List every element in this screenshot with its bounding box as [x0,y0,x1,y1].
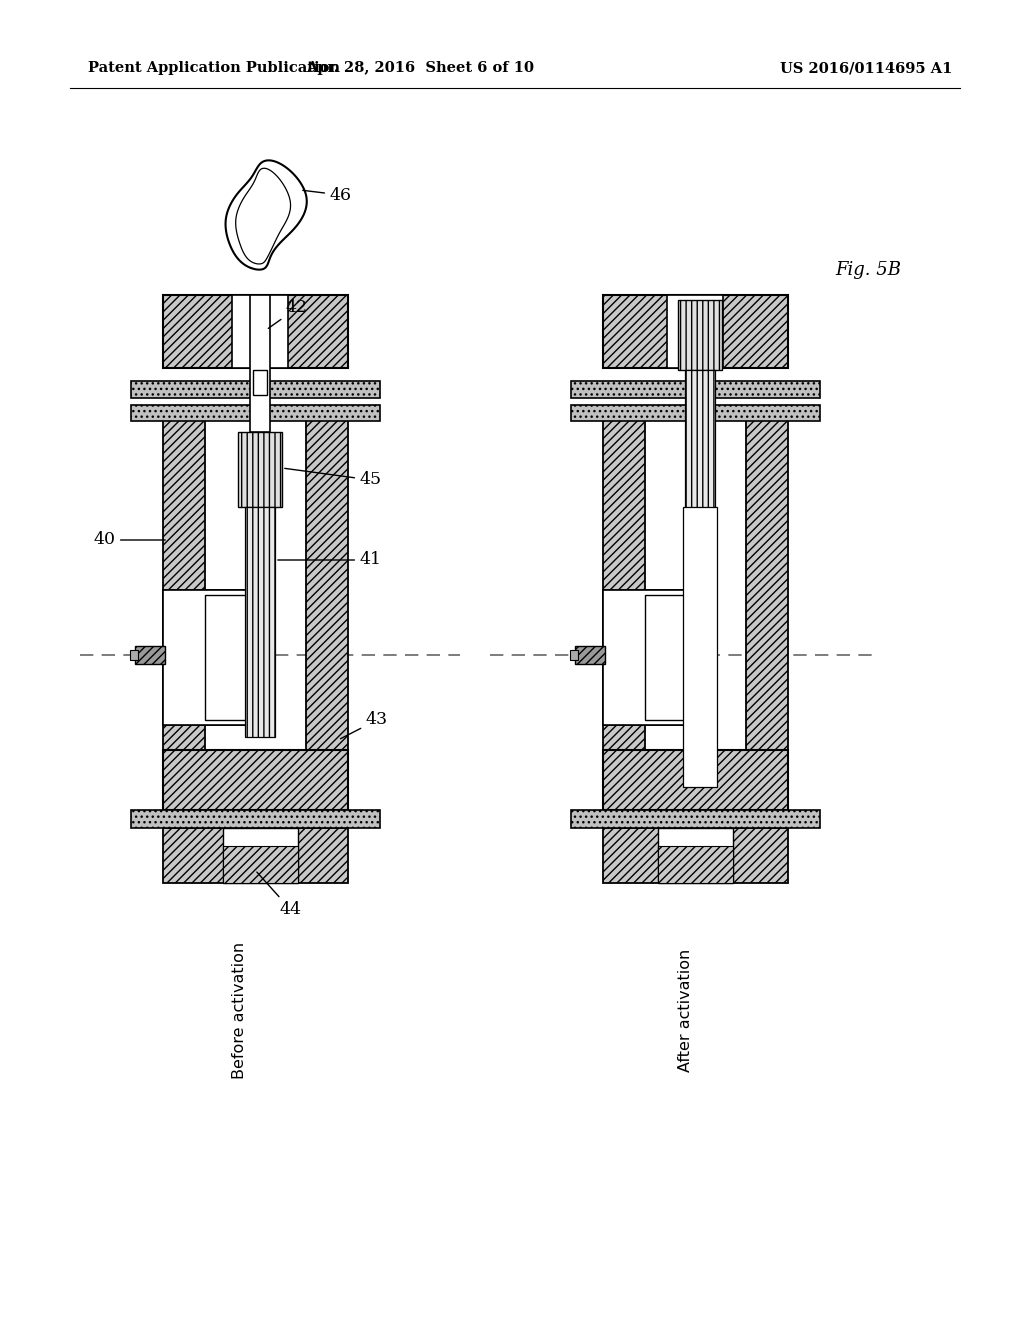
Text: Fig. 5B: Fig. 5B [835,261,901,279]
Bar [603,590,690,725]
Bar [245,507,275,737]
Bar [306,420,348,750]
Text: US 2016/0114695 A1: US 2016/0114695 A1 [780,61,952,75]
Bar [571,381,820,399]
Bar [163,590,250,725]
Bar [667,294,723,368]
Bar [223,828,298,883]
Bar [571,405,820,421]
Bar [603,294,788,368]
Bar [250,294,270,432]
Text: 46: 46 [303,186,352,203]
Text: After activation: After activation [678,948,692,1072]
Bar [131,381,380,399]
Bar [163,590,250,725]
Bar [645,595,690,719]
Bar [135,645,165,664]
Text: 40: 40 [93,532,165,549]
Text: Apr. 28, 2016  Sheet 6 of 10: Apr. 28, 2016 Sheet 6 of 10 [306,61,534,75]
Bar [163,828,348,883]
Text: 44: 44 [257,873,302,919]
Text: 41: 41 [278,552,382,569]
Bar [570,649,578,660]
Bar [678,300,722,370]
Bar [130,649,138,660]
Bar [575,645,605,664]
Bar [683,507,717,787]
Bar [603,590,690,725]
Bar [253,370,267,395]
Bar [603,828,788,883]
Bar [131,810,380,828]
Bar [163,750,348,810]
Bar [685,370,715,610]
Bar [163,420,205,750]
Bar [658,828,733,883]
Polygon shape [236,168,291,264]
Bar [205,595,250,719]
Text: 42: 42 [268,300,308,329]
Text: 45: 45 [285,469,382,488]
Bar [658,846,733,883]
Bar [571,810,820,828]
Bar [238,432,282,507]
Bar [131,405,380,421]
Bar [746,420,788,750]
Bar [223,846,298,883]
Bar [163,294,348,368]
Polygon shape [225,160,307,269]
Text: Before activation: Before activation [232,941,248,1078]
Bar [603,750,788,810]
Text: Patent Application Publication: Patent Application Publication [88,61,340,75]
Bar [232,294,288,368]
Bar [603,420,645,750]
Text: 43: 43 [340,711,388,739]
